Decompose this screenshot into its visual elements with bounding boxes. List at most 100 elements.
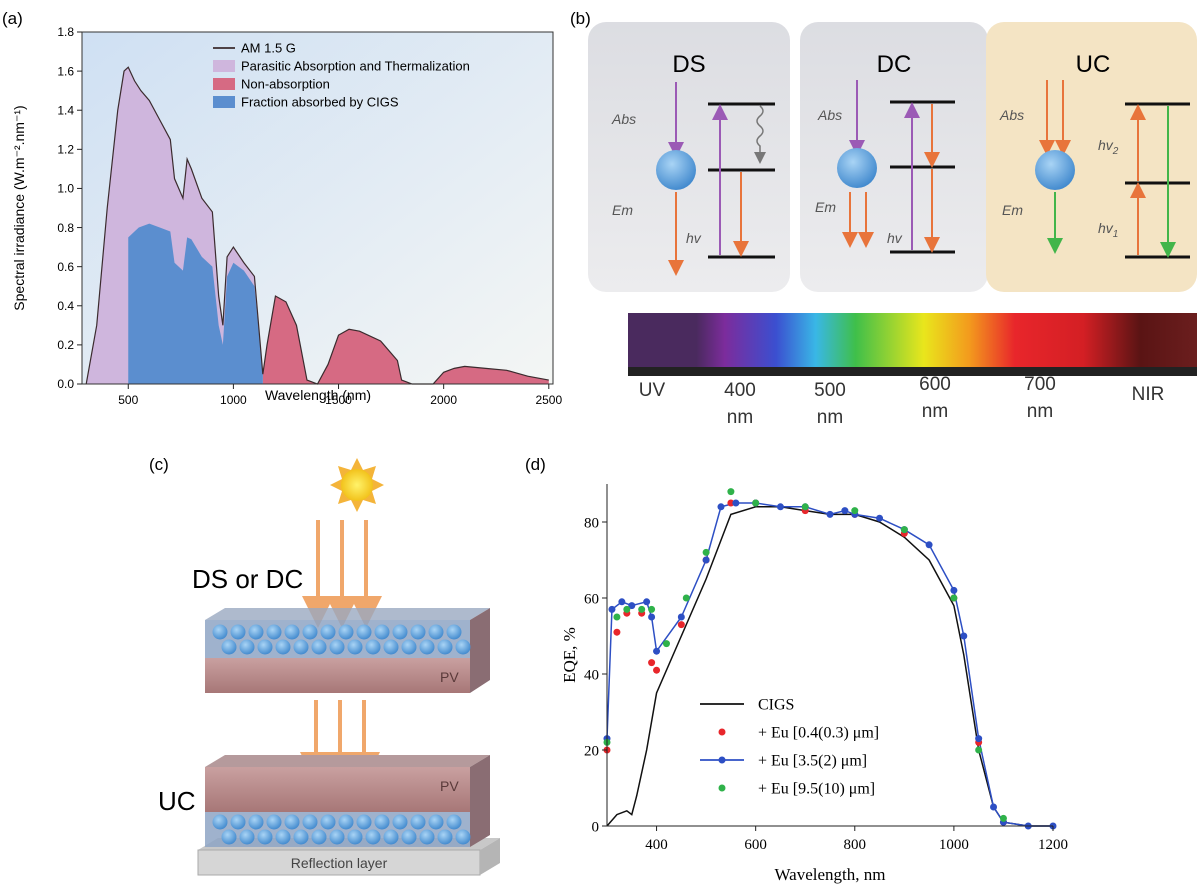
point: [717, 503, 724, 510]
panel-label: (d): [525, 455, 546, 474]
legend-swatch: [213, 78, 235, 90]
box-title: DC: [877, 51, 912, 78]
point: [777, 503, 784, 510]
particle: [348, 830, 363, 845]
legend-label: AM 1.5 G: [241, 41, 296, 56]
particle: [276, 830, 291, 845]
particle: [312, 640, 327, 655]
point: [613, 614, 620, 621]
y-tick-label: 0.2: [57, 338, 74, 352]
y-tick-label: 0.6: [57, 260, 74, 274]
panel-label: (b): [570, 9, 591, 28]
y-tick-label: 1.0: [57, 182, 74, 196]
x-tick-label: 1000: [939, 837, 969, 853]
y-tick-label: 1.4: [57, 103, 74, 117]
panel-label: (c): [149, 455, 169, 474]
label: DS or DC: [192, 564, 303, 594]
spectrum-unit: nm: [922, 401, 948, 422]
particle: [258, 640, 273, 655]
layer-side: [470, 608, 490, 693]
spectrum-base: [628, 367, 1197, 376]
y-tick-label: 1.2: [57, 143, 74, 157]
x-axis-title: Wavelength, nm: [775, 865, 886, 884]
point: [802, 503, 809, 510]
particle: [213, 625, 228, 640]
point: [851, 507, 858, 514]
particle: [420, 830, 435, 845]
legend-marker: [719, 785, 726, 792]
legend-swatch: [213, 96, 235, 108]
label: UC: [158, 786, 196, 816]
particle: [402, 640, 417, 655]
particle: [339, 815, 354, 830]
particle: [348, 640, 363, 655]
particle: [339, 625, 354, 640]
y-tick-label: 20: [584, 743, 599, 759]
particle: [656, 150, 696, 190]
particle: [837, 148, 877, 188]
y-tick-label: 60: [584, 591, 599, 607]
x-tick-label: 800: [844, 837, 867, 853]
particle: [1035, 150, 1075, 190]
y-tick-label: 0.0: [57, 377, 74, 391]
point: [678, 621, 685, 628]
point: [703, 549, 710, 556]
particle: [312, 830, 327, 845]
particle: [267, 625, 282, 640]
spectrum-labels: UV400nm500nm600nm700nmNIR: [639, 374, 1165, 428]
particle: [384, 640, 399, 655]
point: [975, 747, 982, 754]
particle: [393, 625, 408, 640]
spectrum-label: NIR: [1132, 384, 1165, 405]
y-tick-label: 40: [584, 667, 599, 683]
particle: [285, 625, 300, 640]
legend-swatch: [213, 60, 235, 72]
particle: [429, 625, 444, 640]
point: [732, 500, 739, 507]
spectrum-bar: [628, 313, 1197, 369]
legend-label: CIGS: [758, 697, 794, 714]
y-tick-label: 0.4: [57, 299, 74, 313]
x-tick-label: 2000: [430, 393, 457, 407]
legend-label: + Eu [9.5(10) μm]: [758, 781, 875, 798]
sun: [330, 458, 384, 512]
particle: [321, 815, 336, 830]
spectrum-unit: nm: [727, 407, 753, 428]
abs-label: Abs: [999, 107, 1024, 123]
particle: [321, 625, 336, 640]
figure: (a) (b) (c) (d) 0.00.20.40.60.81.01.21.4…: [0, 0, 1197, 889]
point: [727, 488, 734, 495]
particle: [456, 830, 471, 845]
particle: [447, 815, 462, 830]
particle: [213, 815, 228, 830]
point: [752, 500, 759, 507]
spectrum-unit: nm: [1027, 401, 1053, 422]
particle: [411, 815, 426, 830]
particle: [240, 640, 255, 655]
y-tick-label: 1.6: [57, 64, 74, 78]
legend-label: + Eu [0.4(0.3) μm]: [758, 725, 879, 742]
particle: [285, 815, 300, 830]
particle: [294, 640, 309, 655]
point: [648, 614, 655, 621]
point: [975, 735, 982, 742]
spectrum-label: 700: [1024, 374, 1056, 395]
particle: [447, 625, 462, 640]
point: [618, 598, 625, 605]
em-label: Em: [612, 202, 633, 218]
abs-label: Abs: [817, 107, 842, 123]
point: [623, 606, 630, 613]
particle: [366, 640, 381, 655]
point: [901, 526, 908, 533]
layer-top: [205, 608, 490, 620]
hv-label: hv: [686, 230, 702, 246]
x-tick-label: 400: [645, 837, 668, 853]
particle: [375, 815, 390, 830]
particle: [249, 815, 264, 830]
particle: [231, 625, 246, 640]
particle: [330, 830, 345, 845]
point: [841, 507, 848, 514]
particle: [222, 830, 237, 845]
particle: [303, 625, 318, 640]
abs-label: Abs: [611, 111, 636, 127]
